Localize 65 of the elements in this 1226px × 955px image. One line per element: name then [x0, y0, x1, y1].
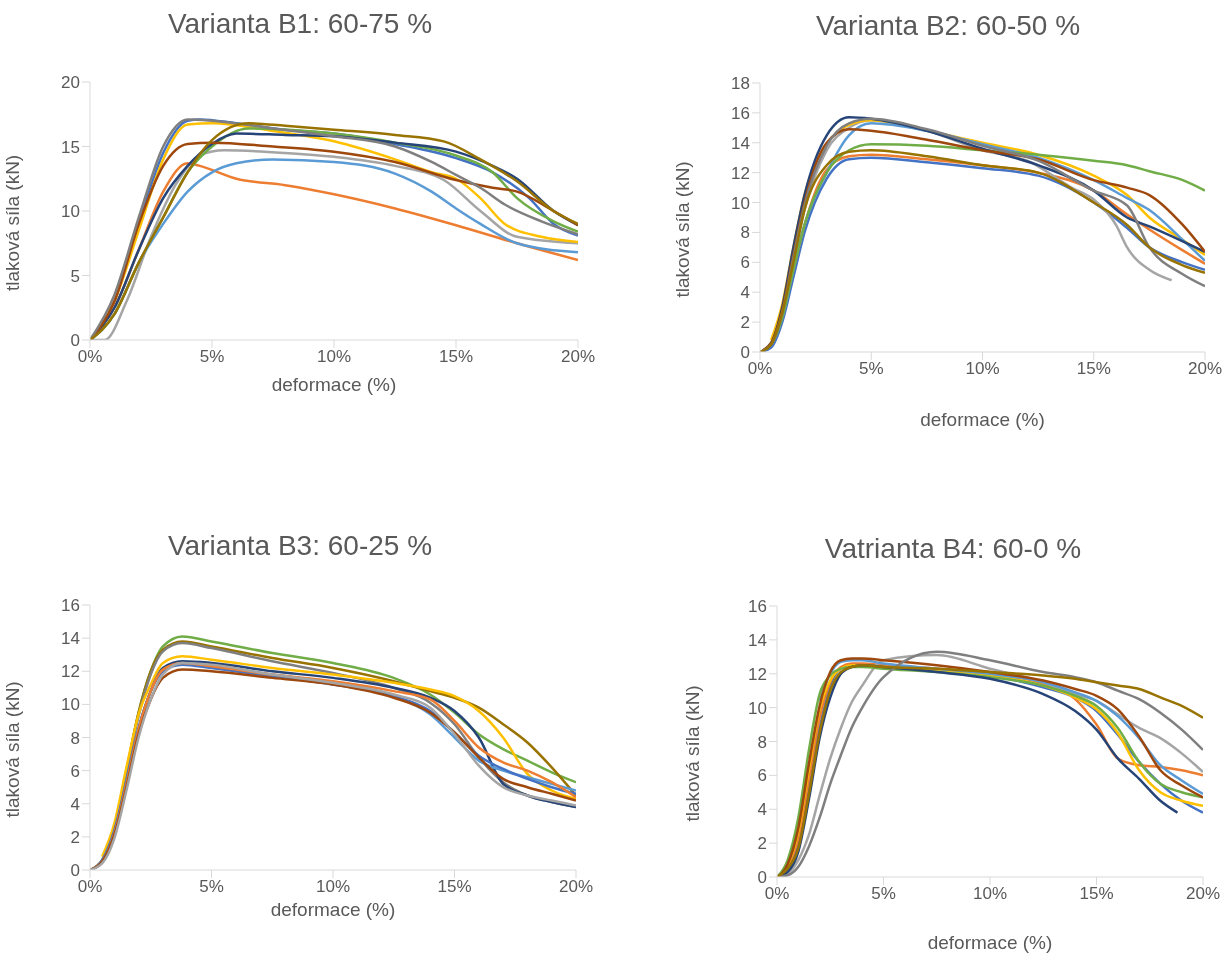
y-tick-label: 10	[748, 698, 767, 718]
x-tick-label: 0%	[77, 877, 103, 897]
chart-title: Varianta B2: 60-50 %	[814, 10, 1082, 42]
x-axis-title: deformace (%)	[926, 932, 1054, 954]
y-tick-label: 2	[70, 827, 80, 847]
y-tick-label: 10	[61, 695, 80, 715]
x-tick-label: 15%	[1079, 884, 1114, 904]
y-tick-label: 0	[70, 331, 80, 351]
x-tick-label: 10%	[316, 347, 352, 367]
y-tick-label: 0	[757, 868, 767, 888]
y-tick-label: 12	[748, 664, 767, 684]
y-tick-label: 20	[61, 73, 80, 93]
chart-title: Varianta B1: 60-75 %	[166, 8, 434, 40]
y-tick-label: 2	[757, 834, 767, 854]
y-tick-label: 15	[61, 137, 80, 157]
y-tick-label: 18	[731, 74, 750, 94]
x-tick-label: 15%	[438, 347, 474, 367]
x-tick-label: 0%	[747, 359, 773, 379]
y-tick-label: 16	[61, 596, 80, 616]
x-tick-label: 20%	[560, 347, 596, 367]
x-tick-label: 15%	[437, 877, 472, 897]
x-tick-label: 5%	[858, 359, 884, 379]
y-axis-title: tlaková síla (kN)	[681, 685, 703, 822]
y-tick-label: 10	[61, 202, 80, 222]
y-tick-label: 10	[731, 193, 750, 213]
y-tick-label: 0	[70, 861, 80, 881]
y-axis-title: tlaková síla (kN)	[1, 154, 23, 291]
x-tick-label: 15%	[1076, 359, 1111, 379]
x-axis-title: deformace (%)	[269, 899, 397, 921]
y-tick-label: 8	[70, 728, 80, 748]
x-tick-label: 10%	[315, 877, 351, 897]
y-tick-label: 5	[70, 266, 80, 286]
y-tick-label: 6	[757, 766, 767, 786]
x-axis-title: deformace (%)	[919, 409, 1046, 431]
y-tick-label: 14	[61, 629, 80, 649]
y-tick-label: 0	[740, 343, 750, 363]
y-tick-label: 6	[740, 253, 750, 273]
y-tick-label: 2	[740, 313, 750, 333]
y-tick-label: 6	[70, 761, 80, 781]
y-tick-label: 12	[731, 163, 750, 183]
x-tick-label: 0%	[764, 884, 790, 904]
x-tick-label: 20%	[1187, 359, 1223, 379]
y-axis-title: tlaková síla (kN)	[1, 681, 23, 818]
x-tick-label: 10%	[965, 359, 1000, 379]
x-tick-label: 20%	[558, 877, 594, 897]
y-tick-label: 16	[748, 597, 767, 617]
x-axis-title: deformace (%)	[270, 374, 398, 396]
y-tick-label: 4	[70, 794, 80, 814]
y-tick-label: 4	[757, 800, 767, 820]
chart-title: Vatrianta B4: 60-0 %	[823, 533, 1083, 565]
chart-title: Varianta B3: 60-25 %	[166, 530, 434, 562]
y-tick-label: 12	[61, 662, 80, 682]
y-tick-label: 14	[748, 630, 767, 650]
x-tick-label: 5%	[199, 347, 225, 367]
y-tick-label: 16	[731, 103, 750, 123]
x-tick-label: 10%	[972, 884, 1008, 904]
y-tick-label: 4	[740, 283, 750, 303]
x-tick-label: 0%	[77, 347, 103, 367]
y-axis-title: tlaková síla (kN)	[671, 161, 693, 298]
x-tick-label: 20%	[1185, 884, 1221, 904]
y-tick-label: 8	[757, 732, 767, 752]
y-tick-label: 8	[740, 223, 750, 243]
x-tick-label: 5%	[871, 884, 896, 904]
x-tick-label: 5%	[199, 877, 224, 897]
y-tick-label: 14	[731, 133, 750, 153]
